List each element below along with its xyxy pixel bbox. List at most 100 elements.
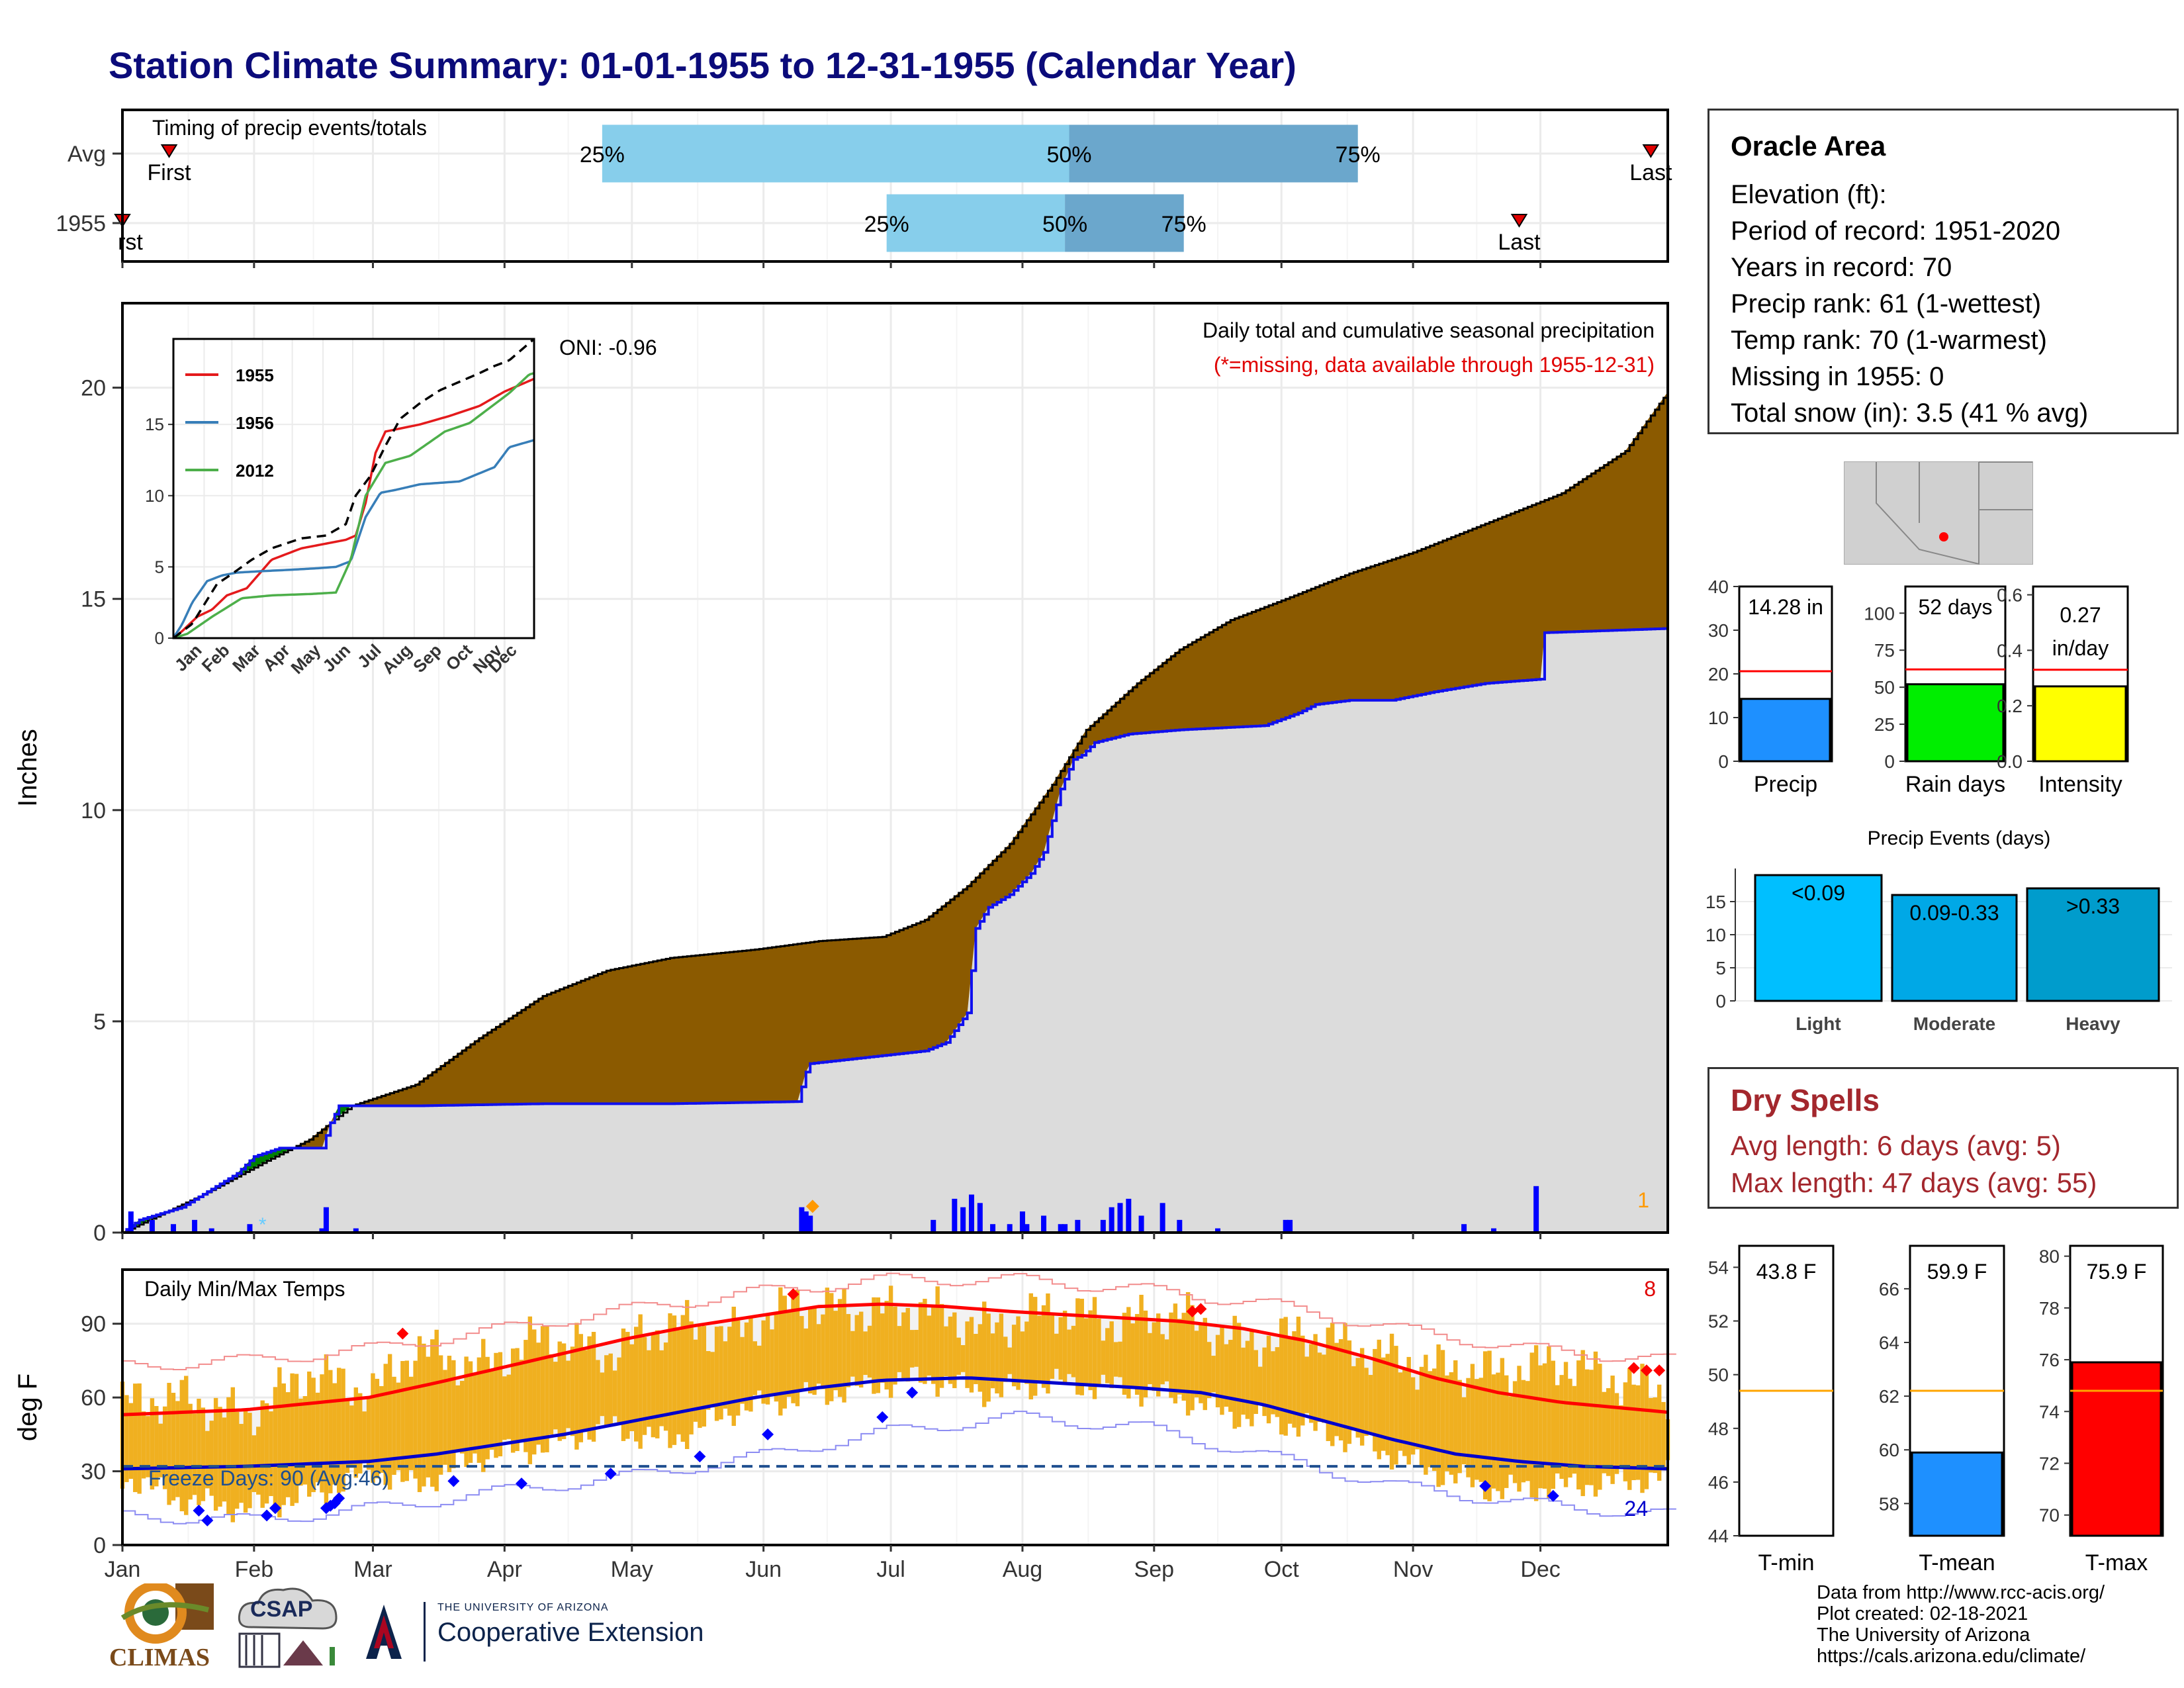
daily-temp-bar [1228, 1340, 1233, 1412]
daily-precip-bar [319, 1228, 325, 1233]
station-missing: Missing in 1955: 0 [1731, 362, 1944, 391]
daily-temp-bar [332, 1383, 337, 1485]
daily-precip-bar [1215, 1228, 1221, 1233]
daily-temp-bar [1508, 1396, 1513, 1475]
summary-bar [2034, 685, 2127, 763]
daily-temp-bar [1589, 1370, 1594, 1485]
daily-temp-bar [693, 1339, 698, 1422]
daily-temp-bar [1190, 1305, 1195, 1411]
daily-temp-bar [1428, 1371, 1432, 1468]
inset-series-avg [172, 338, 535, 639]
daily-precip-bar [192, 1219, 198, 1233]
avg-max-temp-line [122, 1302, 1668, 1417]
daily-temp-bar [1533, 1345, 1539, 1501]
daily-temp-bar [235, 1411, 240, 1509]
daily-temp-bar [1479, 1378, 1483, 1482]
daily-temp-bar [731, 1306, 736, 1427]
daily-temp-bar [791, 1297, 796, 1403]
daily-temp-bar [1351, 1366, 1356, 1430]
daily-temp-bar [179, 1380, 185, 1512]
daily-temp-bar [1037, 1315, 1042, 1383]
temp-summary-y-tick-label: 74 [2039, 1401, 2060, 1422]
precip-y-tick-label: 0 [93, 1221, 106, 1246]
daily-temp-bar [596, 1360, 600, 1425]
daily-temp-bar [1050, 1315, 1055, 1379]
daily-temp-bar [1041, 1305, 1046, 1388]
daily-temp-bar [1521, 1380, 1526, 1483]
daily-temp-bar [837, 1299, 842, 1397]
temp-summary-y-tick-label: 48 [1708, 1419, 1729, 1439]
daily-temp-bar [1224, 1344, 1229, 1407]
record-low-marker [201, 1514, 214, 1526]
timing-quartile-label: 50% [1046, 142, 1091, 167]
precip-y-tick-label: 20 [81, 376, 106, 401]
daily-temp-bar [1304, 1356, 1309, 1413]
station-snow: Total snow (in): 3.5 (41 % avg) [1731, 399, 2089, 428]
daily-temp-bar [290, 1373, 295, 1506]
month-label: Oct [1264, 1557, 1299, 1582]
daily-temp-bar [201, 1407, 206, 1501]
precip-y-tick-label: 5 [93, 1009, 106, 1035]
daily-temp-bar [353, 1387, 359, 1478]
daily-temp-bar [1122, 1313, 1127, 1395]
daily-temp-bar [146, 1416, 150, 1477]
timing-frame [121, 109, 1669, 263]
temp-summary-y-tick-label: 58 [1879, 1493, 1899, 1514]
inset-series-1956 [172, 439, 535, 639]
events-bar [1891, 894, 2018, 1002]
csap-logo: CSAP [230, 1581, 349, 1677]
daily-temp-bar [1326, 1327, 1331, 1441]
daily-temp-bar [1406, 1356, 1411, 1465]
avg-min-temp-line [122, 1376, 1668, 1471]
daily-temp-bar [137, 1383, 142, 1494]
daily-temp-bar [765, 1315, 770, 1405]
daily-temp-bar [222, 1417, 227, 1502]
inset-frame [172, 338, 535, 639]
daily-temp-bar [1563, 1362, 1569, 1487]
record-high-marker [1195, 1303, 1207, 1315]
daily-temp-bar [663, 1342, 668, 1431]
daily-temp-bar [549, 1354, 554, 1435]
daily-temp-bar [481, 1338, 486, 1472]
daily-temp-bar [1105, 1328, 1110, 1383]
daily-temp-bar [1347, 1340, 1352, 1444]
station-temp-rank: Temp rank: 70 (1-warmest) [1731, 326, 2047, 355]
daily-temp-bar [1334, 1342, 1339, 1436]
summary-category-label: Intensity [2038, 772, 2122, 797]
record-low-marker [447, 1475, 460, 1487]
daily-temp-bar [629, 1344, 634, 1432]
daily-temp-bar [1292, 1331, 1297, 1428]
daily-temp-bar [782, 1295, 787, 1409]
daily-precip-bar [1109, 1207, 1115, 1233]
daily-temp-bar [786, 1311, 792, 1397]
daily-temp-bar [281, 1383, 286, 1505]
daily-temp-bar [1020, 1331, 1025, 1380]
daily-precip-bar [149, 1219, 155, 1233]
daily-temp-bar [273, 1387, 278, 1509]
record-high-marker [1186, 1305, 1199, 1318]
ua-logo [361, 1602, 407, 1662]
month-label: Aug [1003, 1557, 1043, 1582]
daily-temp-bar [795, 1289, 800, 1407]
month-label: Apr [487, 1557, 522, 1582]
daily-precip-bar [170, 1224, 176, 1233]
daily-temp-bar [1445, 1375, 1449, 1472]
record-low-marker [261, 1509, 273, 1522]
daily-temp-bar [1134, 1314, 1140, 1395]
record-high-count: 8 [1644, 1277, 1656, 1301]
record-low-marker [515, 1477, 527, 1490]
daily-temp-bar [1415, 1389, 1420, 1450]
daily-temp-bar [710, 1352, 715, 1408]
daily-temp-bar [515, 1348, 520, 1452]
daily-temp-bar [1245, 1340, 1250, 1419]
daily-temp-bar [799, 1316, 804, 1390]
summary-panel: 0 10 20 30 40 14.28 in Precip 0 25 50 75 100 52 days… [1708, 577, 2129, 797]
daily-precip-bar [208, 1228, 214, 1233]
daily-temp-bar [1461, 1397, 1467, 1465]
daily-temp-bar [324, 1354, 329, 1504]
timing-title: Timing of precip events/totals [152, 116, 427, 140]
precip-y-tick-label: 10 [81, 798, 106, 823]
daily-temp-bar [315, 1392, 320, 1483]
daily-temp-bar [1032, 1297, 1038, 1396]
